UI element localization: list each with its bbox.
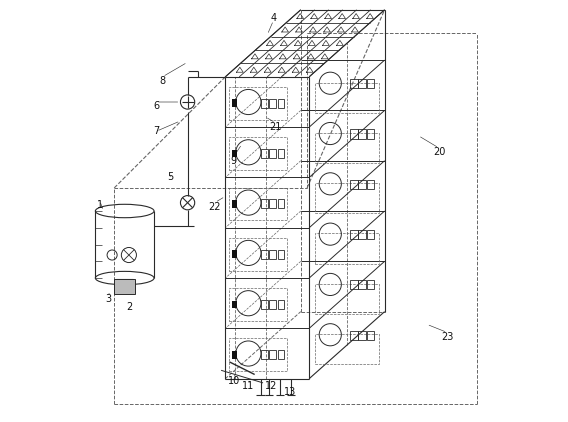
Bar [229, 288, 287, 321]
Text: 20: 20 [433, 147, 445, 157]
Bar [350, 230, 357, 239]
Bar [229, 137, 287, 170]
Bar [269, 199, 276, 208]
Text: 7: 7 [153, 126, 159, 136]
Bar [315, 133, 379, 163]
Bar [229, 87, 287, 119]
Bar [269, 249, 276, 259]
Bar [358, 79, 366, 88]
Bar [358, 330, 366, 340]
Bar [358, 280, 366, 289]
Bar [315, 334, 379, 364]
Text: 21: 21 [269, 122, 282, 132]
Text: 22: 22 [208, 202, 221, 212]
Bar [315, 284, 379, 314]
Bar [367, 79, 374, 88]
Bar [278, 99, 285, 108]
Text: 11: 11 [242, 381, 254, 391]
Bar [269, 350, 276, 360]
Bar [315, 233, 379, 264]
Bar [229, 238, 287, 271]
Bar [350, 330, 357, 340]
Bar [358, 180, 366, 189]
Text: 9: 9 [231, 156, 237, 166]
Bar [261, 350, 268, 360]
Text: 1: 1 [97, 200, 103, 210]
Bar [261, 249, 268, 259]
Bar [358, 230, 366, 239]
Bar [367, 180, 374, 189]
Text: 6: 6 [153, 101, 159, 111]
Bar [269, 99, 276, 108]
Bar [278, 149, 285, 158]
Bar [350, 180, 357, 189]
Bar [367, 280, 374, 289]
Bar [350, 280, 357, 289]
Text: 10: 10 [228, 376, 240, 386]
Bar [278, 199, 285, 208]
Bar [232, 301, 237, 308]
Bar [278, 300, 285, 309]
Bar [367, 129, 374, 138]
Bar [261, 149, 268, 158]
Text: 3: 3 [105, 294, 111, 304]
Bar [232, 100, 237, 107]
Text: 13: 13 [284, 387, 296, 397]
Bar [315, 83, 379, 113]
Text: 4: 4 [270, 13, 277, 23]
Bar [232, 351, 237, 359]
Text: 12: 12 [265, 381, 278, 391]
Text: 5: 5 [168, 173, 174, 182]
Bar [229, 338, 287, 371]
Bar [367, 330, 374, 340]
Bar [278, 249, 285, 259]
Bar [261, 99, 268, 108]
Text: 8: 8 [160, 76, 165, 86]
Bar [350, 129, 357, 138]
Bar [269, 300, 276, 309]
Bar [232, 200, 237, 208]
Bar [269, 149, 276, 158]
Bar [261, 199, 268, 208]
Bar [261, 300, 268, 309]
Bar [232, 250, 237, 258]
Bar [114, 279, 135, 294]
Bar [358, 129, 366, 138]
Bar [232, 150, 237, 157]
Bar [229, 187, 287, 220]
Bar [315, 183, 379, 214]
Text: 23: 23 [441, 332, 454, 342]
Bar [350, 79, 357, 88]
Bar [367, 230, 374, 239]
Bar [278, 350, 285, 360]
Text: 2: 2 [126, 303, 132, 312]
